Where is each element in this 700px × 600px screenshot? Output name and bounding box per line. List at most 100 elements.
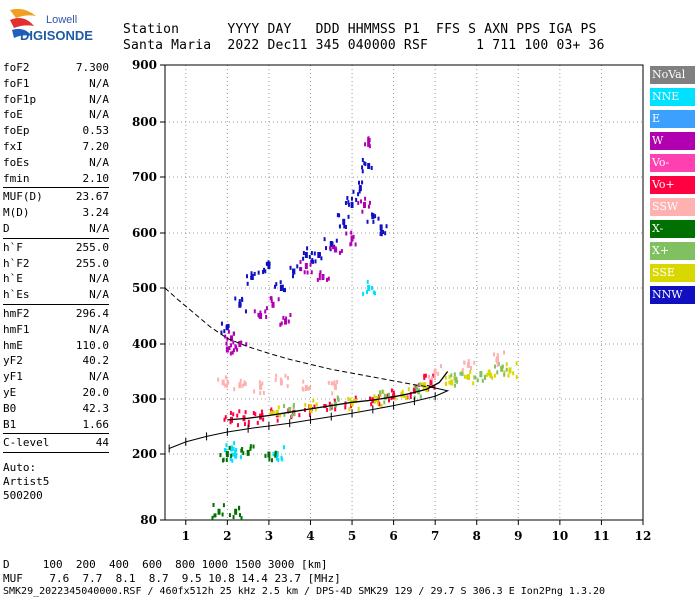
data-point-ssw: [503, 350, 506, 355]
data-point-ssw: [217, 377, 220, 382]
data-point-w: [280, 321, 283, 326]
data-point-w: [367, 139, 370, 144]
data-point-ssw: [241, 383, 244, 388]
data-point-nnw: [361, 157, 364, 162]
data-point-x-: [497, 361, 500, 366]
data-point-nne: [362, 291, 365, 296]
data-point-x-: [213, 513, 216, 518]
data-point-vo-: [429, 379, 433, 386]
data-point-nnw: [220, 330, 223, 335]
data-point-nnw: [347, 202, 350, 207]
data-point-nnw: [263, 267, 266, 272]
data-point-w: [282, 315, 285, 320]
data-point-x-: [494, 364, 497, 369]
data-point-ssw: [253, 389, 256, 394]
data-point-w: [303, 270, 306, 275]
data-point-sse: [348, 407, 351, 412]
data-point-w: [340, 249, 343, 254]
data-point-vo-: [409, 395, 412, 400]
data-point-w: [350, 235, 354, 242]
data-point-nnw: [284, 288, 287, 293]
data-point-nnw: [264, 269, 267, 274]
data-point-ssw: [433, 376, 436, 381]
param-value: N/A: [89, 288, 109, 302]
data-point-nnw: [338, 213, 341, 218]
data-point-nnw: [291, 274, 294, 279]
data-point-ssw: [466, 361, 470, 368]
data-point-w: [368, 138, 371, 143]
data-point-w: [227, 329, 230, 334]
y-tick-label: 900: [132, 58, 157, 72]
data-point-nne: [366, 279, 369, 284]
param-row: hmF2 296.4: [3, 306, 109, 322]
param-name: foEs: [3, 155, 30, 169]
data-point-w: [318, 272, 321, 277]
data-point-ssw: [433, 368, 437, 375]
data-point-w: [236, 347, 239, 352]
data-point-w: [232, 340, 235, 345]
data-point-sse: [272, 410, 275, 415]
data-point-ssw: [233, 387, 236, 392]
param-value: 40.2: [82, 354, 110, 368]
legend-item: Vo-: [650, 154, 695, 172]
data-point-sse: [350, 400, 354, 407]
data-point-nnw: [343, 224, 346, 229]
data-point-x-: [240, 448, 243, 453]
data-point-x-: [267, 451, 271, 458]
data-point-ssw: [473, 360, 476, 365]
data-point-sse: [515, 361, 518, 366]
data-point-x-: [381, 389, 384, 394]
data-point-nnw: [347, 200, 350, 205]
data-point-vo-: [326, 407, 329, 412]
data-point-nnw: [238, 299, 241, 304]
data-point-ssw: [262, 390, 265, 395]
x-tick-label: 3: [265, 529, 273, 543]
data-point-vo-: [387, 398, 390, 403]
data-point-w: [259, 310, 262, 315]
data-point-w: [338, 250, 341, 255]
param-row: D N/A: [3, 221, 109, 237]
data-point-w: [270, 298, 273, 303]
data-point-x-: [228, 513, 231, 518]
data-point-x-: [238, 513, 241, 518]
x-tick-label: 4: [306, 529, 314, 543]
data-point-w: [253, 309, 256, 314]
data-point-vo-: [313, 404, 316, 409]
legend-item: SSE: [650, 264, 695, 282]
data-point-w: [285, 316, 288, 321]
param-row: hmE 110.0: [3, 338, 109, 354]
data-point-w: [350, 230, 353, 235]
data-point-nnw: [312, 259, 315, 264]
data-point-nnw: [380, 232, 383, 237]
data-point-ssw: [226, 379, 229, 384]
data-point-vo-: [247, 423, 250, 428]
header-values: Santa Maria 2022 Dec11 345 040000 RSF 1 …: [123, 38, 605, 53]
data-point-ssw: [336, 379, 339, 384]
legend-item: X-: [650, 220, 695, 238]
data-point-x-: [242, 451, 245, 456]
data-point-ssw: [493, 352, 496, 357]
data-point-nnw: [361, 180, 364, 185]
data-point-w: [232, 331, 235, 336]
data-point-x-: [481, 378, 484, 383]
data-point-ssw: [496, 363, 499, 368]
data-point-x-: [413, 384, 416, 389]
param-name: B0: [3, 401, 17, 415]
data-point-nnw: [358, 180, 361, 185]
data-point-sse: [394, 396, 397, 401]
param-name: hmF2: [3, 306, 30, 320]
param-row: foEp 0.53: [3, 123, 109, 139]
data-point-nnw: [310, 251, 313, 256]
legend-item: NoVal: [650, 66, 695, 84]
data-point-w: [319, 270, 322, 275]
param-row: fmin 2.10: [3, 171, 109, 187]
parameter-panel: foF2 7.300 foF1 N/A foF1p N/A foE N/A foEp 0.53 fx…: [3, 60, 109, 503]
data-point-x-: [484, 374, 487, 379]
data-point-x-: [290, 413, 293, 418]
data-point-sse: [453, 375, 456, 380]
data-point-x-: [496, 370, 499, 375]
data-point-nnw: [380, 228, 383, 233]
param-row: hmF1 N/A: [3, 322, 109, 338]
data-point-nnw: [265, 261, 268, 266]
data-point-x-: [456, 379, 459, 384]
